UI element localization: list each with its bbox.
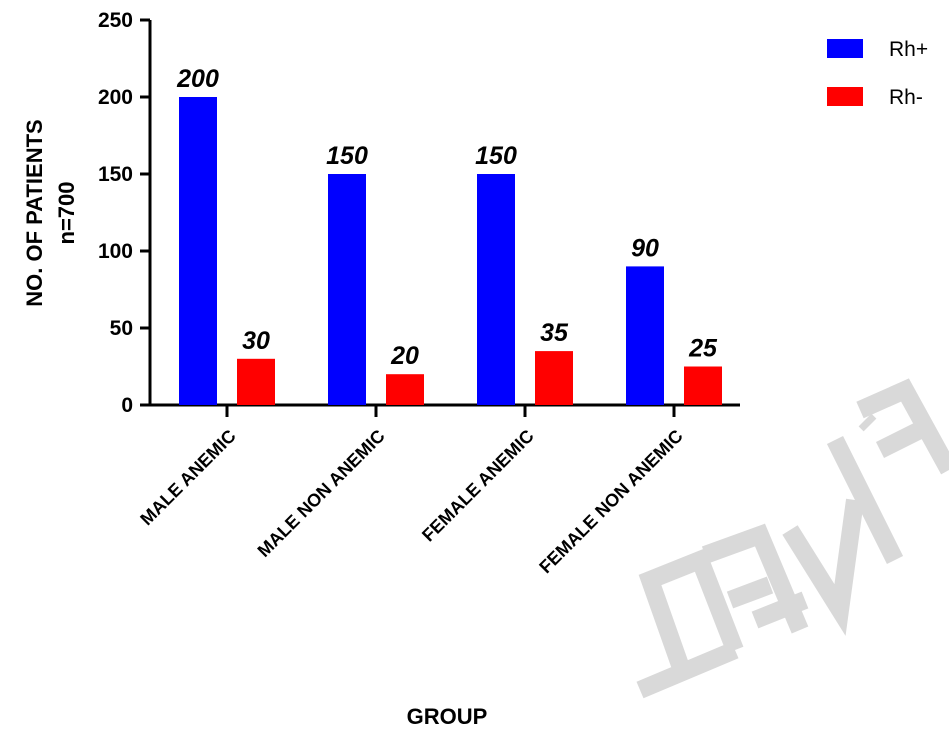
data-label: 20 bbox=[390, 342, 419, 370]
y-axis-title: NO. OF PATIENTS n=700 bbox=[22, 119, 79, 306]
y-axis-title-line1: NO. OF PATIENTS bbox=[22, 119, 47, 306]
bars bbox=[179, 97, 722, 405]
category-labels: MALE ANEMIC MALE NON ANEMIC FEMALE ANEMICF… bbox=[136, 426, 686, 578]
category-label: FEMALE NON ANEMIC bbox=[535, 426, 687, 578]
legend-swatch bbox=[827, 39, 863, 58]
x-axis-title: GROUP bbox=[407, 704, 488, 729]
legend: Rh+ Rh- bbox=[827, 38, 928, 109]
category-label: MALE NON ANEMIC bbox=[254, 426, 389, 561]
y-axis-title-line2: n=700 bbox=[54, 182, 79, 245]
bar-rh-positive bbox=[477, 174, 515, 405]
bar-rh-negative bbox=[237, 358, 275, 405]
y-tick-label: 150 bbox=[98, 163, 133, 186]
data-label: 150 bbox=[326, 142, 368, 170]
bar-rh-negative bbox=[386, 374, 424, 405]
data-label: 150 bbox=[475, 142, 517, 170]
bar-rh-negative bbox=[684, 366, 722, 405]
bar-rh-positive bbox=[179, 97, 217, 405]
x-ticks bbox=[225, 405, 676, 417]
data-labels: 200 30 150 20 150 35 90 25 bbox=[176, 65, 718, 370]
legend-label: Rh+ bbox=[889, 38, 928, 61]
legend-swatch bbox=[827, 87, 863, 106]
bar-rh-negative bbox=[535, 351, 573, 405]
y-tick-label: 50 bbox=[110, 317, 133, 340]
data-label: 200 bbox=[176, 65, 219, 93]
y-tick-label: 250 bbox=[98, 9, 133, 32]
y-ticks: 0 50 100 150 200 250 bbox=[98, 9, 150, 417]
data-label: 30 bbox=[242, 327, 270, 355]
category-label: FEMALE ANEMIC bbox=[418, 426, 538, 546]
y-tick-label: 200 bbox=[98, 86, 133, 109]
data-label: 35 bbox=[540, 319, 569, 347]
data-label: 90 bbox=[631, 234, 659, 262]
watermark bbox=[636, 378, 949, 699]
bar-rh-positive bbox=[328, 174, 366, 405]
y-tick-label: 100 bbox=[98, 240, 133, 263]
legend-label: Rh- bbox=[889, 86, 923, 109]
data-label: 25 bbox=[688, 335, 718, 363]
y-tick-label: 0 bbox=[121, 394, 133, 417]
category-label: MALE ANEMIC bbox=[136, 426, 239, 529]
bar-rh-positive bbox=[626, 266, 664, 405]
